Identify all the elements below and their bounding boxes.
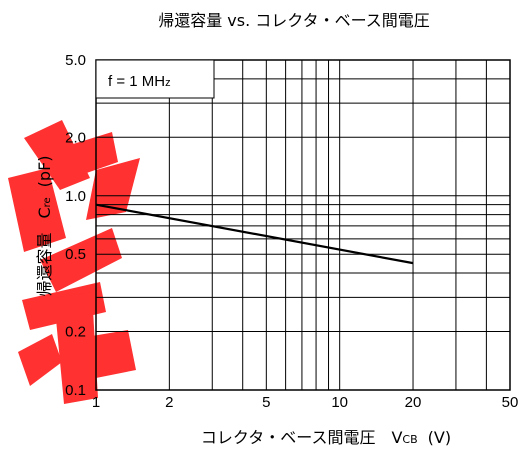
y-tick-label: 5.0 (65, 52, 86, 69)
x-tick-label: 1 (92, 394, 100, 411)
x-tick-label: 10 (331, 394, 348, 411)
y-tick-label: 1.0 (65, 188, 86, 205)
y-axis-label: 帰還容量 Cre (pF) (35, 155, 54, 296)
x-axis-label: コレクタ・ベース間電圧 VCB (V) (201, 428, 451, 447)
legend-box: f = 1 MHz (95, 59, 215, 99)
x-tick-label: 50 (502, 394, 519, 411)
legend-text: f = 1 MHz (108, 73, 171, 90)
y-axis-symbol-main: C (35, 207, 54, 218)
y-tick-label: 0.1 (65, 382, 86, 399)
grid (95, 59, 511, 391)
y-axis-unit: (pF) (35, 155, 54, 187)
y-axis-symbol-sub: re (42, 197, 53, 207)
x-tick-label: 2 (165, 394, 173, 411)
y-tick-label: 0.2 (65, 324, 86, 341)
y-tick-label: 0.5 (65, 246, 86, 263)
y-axis-ticks: 0.1 0.2 0.5 1.0 2.0 5.0 (65, 52, 86, 399)
x-axis-ticks: 1 2 5 10 20 50 (92, 394, 519, 411)
legend-text-small: z (165, 77, 171, 89)
x-axis-label-text: コレクタ・ベース間電圧 (201, 428, 376, 447)
series-group (95, 203, 414, 265)
x-axis-unit: (V) (428, 428, 451, 447)
plot-frame (95, 59, 511, 391)
y-axis-label-text: 帰還容量 (35, 233, 54, 297)
legend-frame (95, 59, 215, 99)
watermark (8, 120, 140, 404)
x-tick-label: 5 (262, 394, 270, 411)
legend-text-main: f = 1 MH (108, 73, 165, 90)
x-tick-label: 20 (405, 394, 422, 411)
x-axis-symbol-main: V (391, 428, 402, 447)
series-line-0 (95, 203, 414, 265)
chart-title: 帰還容量 vs. コレクタ・ベース間電圧 (158, 11, 430, 30)
x-axis-symbol-sub: CB (402, 433, 417, 446)
y-tick-label: 2.0 (65, 129, 86, 146)
